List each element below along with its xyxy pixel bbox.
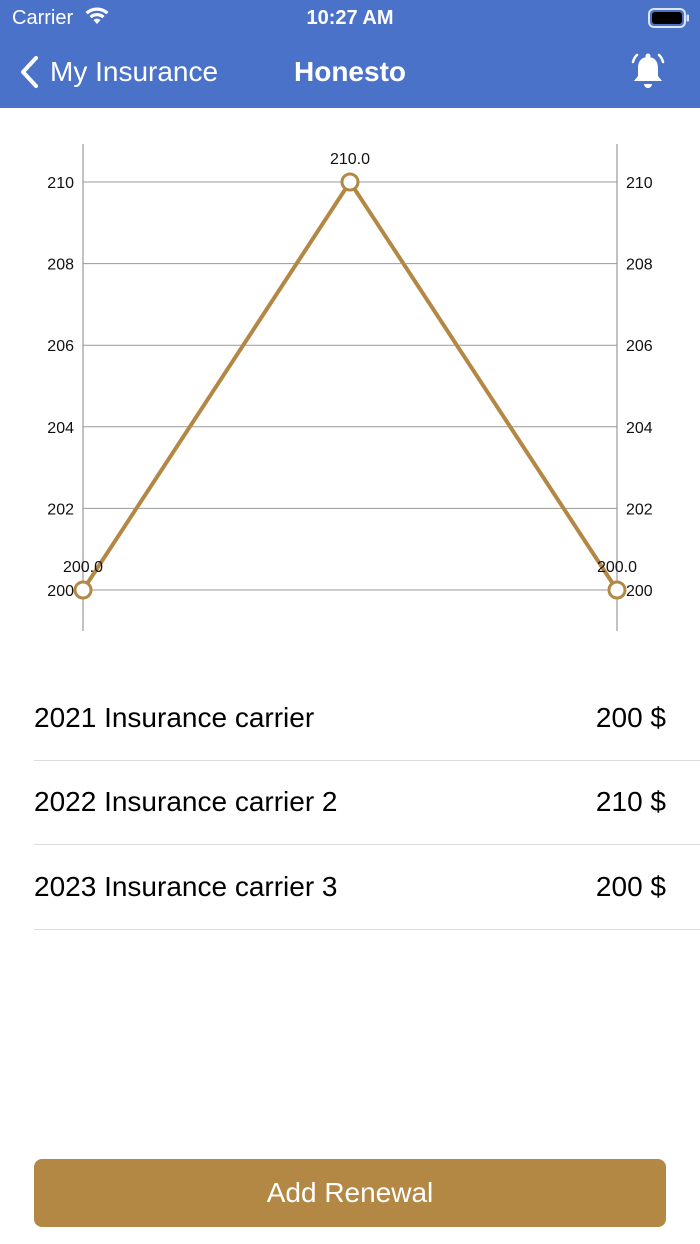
data-label: 200.0 (597, 559, 637, 576)
renewal-list: 2021 Insurance carrier 200 $ 2022 Insura… (34, 676, 700, 930)
list-item[interactable]: 2023 Insurance carrier 3 200 $ (34, 845, 700, 930)
y-tick-label-left: 200 (47, 583, 74, 600)
bell-icon[interactable] (626, 50, 670, 94)
y-tick-label-left: 204 (47, 420, 74, 437)
y-tick-label-right: 202 (626, 501, 653, 518)
renewal-amount: 210 $ (595, 786, 666, 818)
list-item[interactable]: 2022 Insurance carrier 2 210 $ (34, 761, 700, 845)
y-tick-label-left: 210 (47, 175, 74, 192)
line-chart: 200 200 202 202 204 204 206 206 208 208 210 210 200.… (47, 144, 653, 631)
page-title: Honesto (294, 56, 406, 87)
data-point (607, 580, 627, 600)
renewal-label: 2023 Insurance carrier 3 (34, 870, 338, 902)
premium-chart: 200 200 202 202 204 204 206 206 208 208 210 210 200.… (0, 108, 700, 668)
back-label: My Insurance (50, 56, 219, 87)
y-tick-label-left: 206 (47, 338, 74, 355)
navigation-bar: My Insurance Honesto (0, 36, 700, 108)
carrier-name: Carrier (12, 7, 74, 29)
list-item[interactable]: 2021 Insurance carrier 200 $ (34, 676, 700, 761)
renewal-amount: 200 $ (595, 870, 666, 902)
y-tick-label-right: 210 (626, 175, 653, 192)
y-tick-label-right: 200 (626, 583, 653, 600)
back-button[interactable]: My Insurance (18, 50, 218, 94)
series-line (81, 180, 619, 592)
y-tick-label-right: 206 (626, 338, 653, 355)
chevron-left-icon (21, 56, 38, 88)
renewal-label: 2022 Insurance carrier 2 (34, 786, 338, 818)
app-header: Carrier 10:27 AM My Insurance Honesto (0, 0, 700, 108)
data-point (73, 580, 93, 600)
data-label: 210.0 (330, 151, 370, 168)
battery-icon (648, 8, 689, 28)
y-tick-label-right: 208 (626, 257, 653, 274)
y-tick-label-right: 204 (626, 420, 653, 437)
y-tick-label-left: 208 (47, 257, 74, 274)
renewal-amount: 200 $ (595, 701, 666, 733)
renewal-label: 2021 Insurance carrier (34, 701, 315, 733)
status-bar: Carrier 10:27 AM (0, 0, 700, 36)
data-point (340, 172, 360, 192)
status-time: 10:27 AM (306, 7, 394, 29)
wifi-icon (85, 7, 109, 24)
add-renewal-button[interactable]: Add Renewal (34, 1159, 666, 1227)
y-tick-label-left: 202 (47, 501, 74, 518)
data-label: 200.0 (63, 559, 103, 576)
